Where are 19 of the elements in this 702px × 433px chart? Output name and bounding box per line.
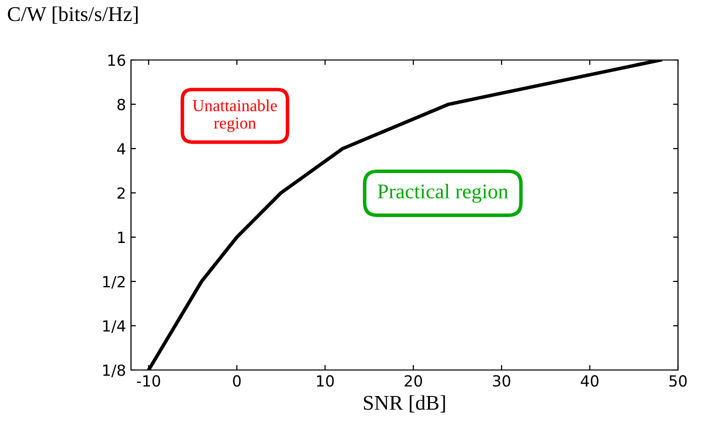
- x-axis-title: SNR [dB]: [364, 395, 445, 412]
- y-tick-label: 4: [117, 143, 126, 154]
- annotation: Unattainable region: [192, 100, 277, 132]
- annotation: Practical region: [378, 184, 508, 203]
- x-tick-label: 30: [492, 375, 510, 387]
- y-tick-label: 1: [118, 232, 125, 243]
- x-tick-label: -10: [136, 375, 160, 387]
- x-tick-label: 10: [317, 375, 334, 387]
- y-axis-title: C/W [bits/s/Hz]: [8, 6, 138, 24]
- y-tick-label: 16: [108, 54, 126, 66]
- y-tick-label: 8: [117, 98, 126, 110]
- x-tick-label: 50: [669, 375, 687, 387]
- y-tick-label: 1/8: [103, 364, 126, 378]
- y-tick-label: 1/2: [103, 276, 125, 289]
- x-tick-label: 40: [580, 375, 598, 387]
- y-tick-label: 1/4: [103, 320, 126, 333]
- x-tick-label: 20: [404, 375, 422, 387]
- x-tick-label: 0: [233, 375, 241, 387]
- y-tick-label: 2: [118, 187, 125, 199]
